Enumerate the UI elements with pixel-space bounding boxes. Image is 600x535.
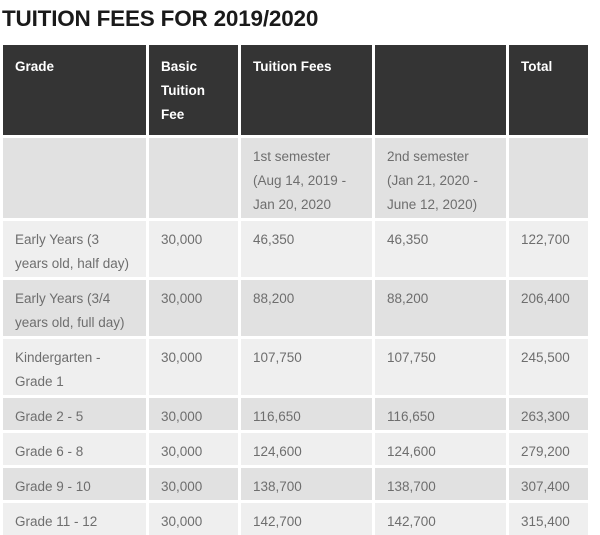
column-header-basic-tuition-fee: Basic Tuition Fee [149, 45, 238, 135]
page-title: TUITION FEES FOR 2019/2020 [2, 6, 319, 31]
table-row: Grade 6 - 8 30,000 124,600 124,600 279,2… [3, 433, 588, 465]
grade-cell: Grade 2 - 5 [3, 398, 146, 430]
semester1-fee-cell: 142,700 [241, 503, 372, 535]
basic-fee-cell: 30,000 [149, 280, 238, 336]
semester2-fee-cell: 142,700 [375, 503, 506, 535]
basic-fee-cell: 30,000 [149, 339, 238, 395]
grade-cell: Grade 6 - 8 [3, 433, 146, 465]
total-fee-cell: 206,400 [509, 280, 588, 336]
grade-cell: Kindergarten - Grade 1 [3, 339, 146, 395]
semester1-fee-cell: 124,600 [241, 433, 372, 465]
subheader-total-empty [509, 138, 588, 218]
semester2-fee-cell: 88,200 [375, 280, 506, 336]
semester2-fee-cell: 138,700 [375, 468, 506, 500]
subheader-grade-empty [3, 138, 146, 218]
subheader-second-semester: 2nd semester (Jan 21, 2020 - June 12, 20… [375, 138, 506, 218]
total-fee-cell: 245,500 [509, 339, 588, 395]
grade-cell: Grade 11 - 12 [3, 503, 146, 535]
table-subheader-row: 1st semester (Aug 14, 2019 - Jan 20, 202… [3, 138, 588, 218]
basic-fee-cell: 30,000 [149, 433, 238, 465]
basic-fee-cell: 30,000 [149, 398, 238, 430]
tuition-fees-table: Grade Basic Tuition Fee Tuition Fees Tot… [0, 42, 591, 535]
semester2-fee-cell: 124,600 [375, 433, 506, 465]
semester1-fee-cell: 88,200 [241, 280, 372, 336]
semester2-fee-cell: 107,750 [375, 339, 506, 395]
subheader-basic-empty [149, 138, 238, 218]
column-header-empty [375, 45, 506, 135]
semester1-fee-cell: 116,650 [241, 398, 372, 430]
total-fee-cell: 279,200 [509, 433, 588, 465]
semester2-fee-cell: 116,650 [375, 398, 506, 430]
table-row: Grade 11 - 12 30,000 142,700 142,700 315… [3, 503, 588, 535]
semester1-fee-cell: 138,700 [241, 468, 372, 500]
table-row: Early Years (3/4 years old, full day) 30… [3, 280, 588, 336]
grade-cell: Early Years (3/4 years old, full day) [3, 280, 146, 336]
table-row: Early Years (3 years old, half day) 30,0… [3, 221, 588, 277]
column-header-total: Total [509, 45, 588, 135]
table-row: Grade 9 - 10 30,000 138,700 138,700 307,… [3, 468, 588, 500]
total-fee-cell: 263,300 [509, 398, 588, 430]
basic-fee-cell: 30,000 [149, 468, 238, 500]
table-header-row: Grade Basic Tuition Fee Tuition Fees Tot… [3, 45, 588, 135]
column-header-grade: Grade [3, 45, 146, 135]
total-fee-cell: 122,700 [509, 221, 588, 277]
grade-cell: Early Years (3 years old, half day) [3, 221, 146, 277]
semester1-fee-cell: 46,350 [241, 221, 372, 277]
subheader-first-semester: 1st semester (Aug 14, 2019 - Jan 20, 202… [241, 138, 372, 218]
semester2-fee-cell: 46,350 [375, 221, 506, 277]
table-row: Kindergarten - Grade 1 30,000 107,750 10… [3, 339, 588, 395]
table-row: Grade 2 - 5 30,000 116,650 116,650 263,3… [3, 398, 588, 430]
semester1-fee-cell: 107,750 [241, 339, 372, 395]
total-fee-cell: 315,400 [509, 503, 588, 535]
basic-fee-cell: 30,000 [149, 221, 238, 277]
total-fee-cell: 307,400 [509, 468, 588, 500]
basic-fee-cell: 30,000 [149, 503, 238, 535]
grade-cell: Grade 9 - 10 [3, 468, 146, 500]
column-header-tuition-fees: Tuition Fees [241, 45, 372, 135]
